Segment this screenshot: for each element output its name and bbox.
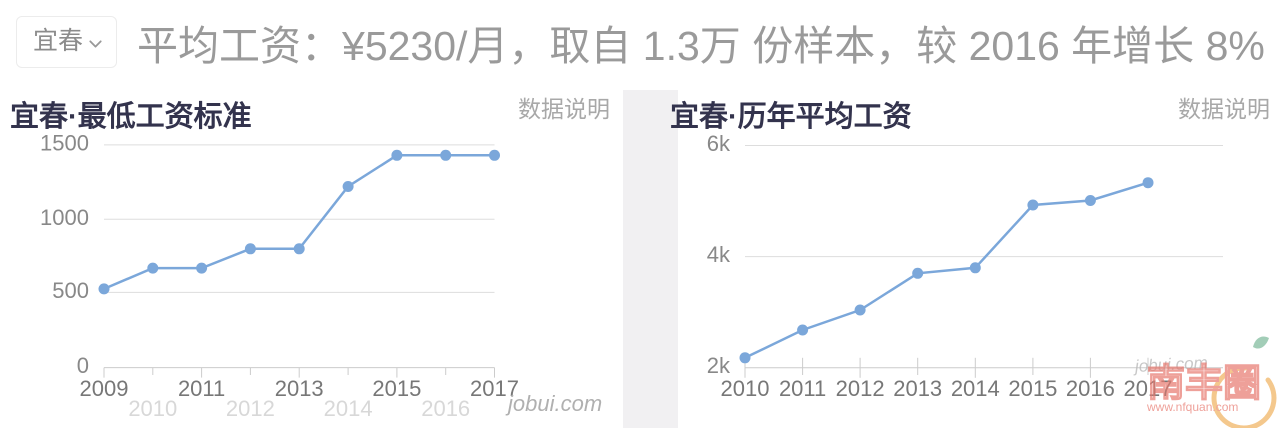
svg-text:2012: 2012 (836, 376, 885, 401)
svg-text:2016: 2016 (421, 396, 470, 421)
svg-text:0: 0 (77, 353, 89, 378)
svg-text:2011: 2011 (178, 376, 225, 401)
svg-text:2012: 2012 (226, 396, 275, 421)
svg-text:2011: 2011 (779, 376, 826, 401)
svg-text:2013: 2013 (275, 376, 324, 401)
svg-text:2010: 2010 (128, 396, 177, 421)
svg-text:1000: 1000 (40, 205, 89, 230)
svg-text:1500: 1500 (40, 131, 89, 156)
svg-text:2010: 2010 (721, 376, 770, 401)
svg-text:2k: 2k (707, 353, 731, 378)
svg-text:4k: 4k (707, 242, 731, 267)
svg-text:2015: 2015 (1008, 376, 1057, 401)
svg-text:2009: 2009 (80, 376, 129, 401)
svg-text:2013: 2013 (893, 376, 942, 401)
svg-text:2015: 2015 (372, 376, 421, 401)
svg-text:南丰圈: 南丰圈 (1147, 363, 1261, 405)
svg-text:2016: 2016 (1066, 376, 1115, 401)
svg-text:www.nfquan.com: www.nfquan.com (1146, 400, 1238, 414)
svg-text:2014: 2014 (951, 376, 1000, 401)
svg-text:2014: 2014 (324, 396, 373, 421)
svg-text:6k: 6k (707, 131, 731, 156)
svg-text:500: 500 (52, 278, 89, 303)
